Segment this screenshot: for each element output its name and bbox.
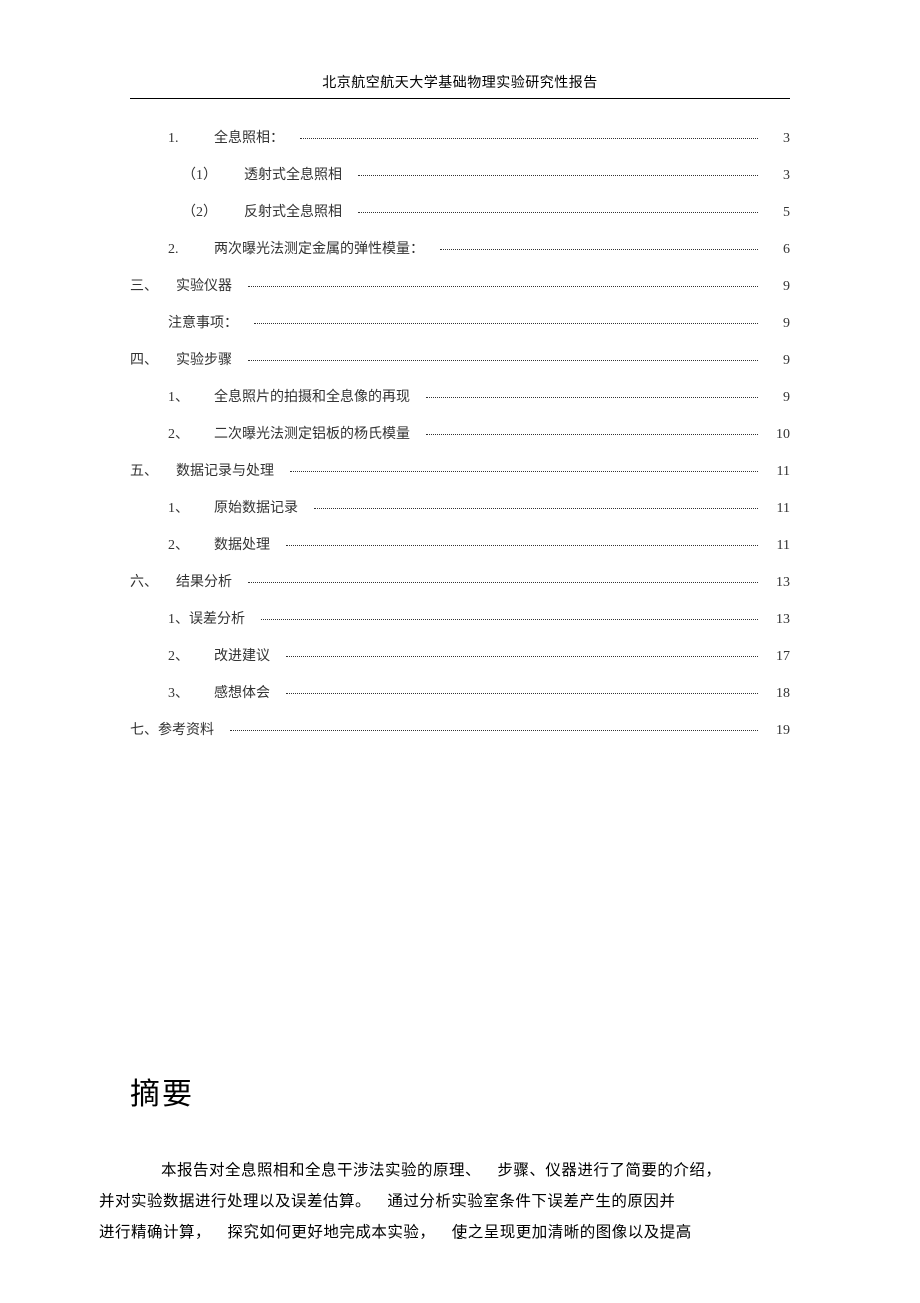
toc-marker: （1）	[182, 164, 228, 184]
abstract-text: 步骤、仪器进行了简要的介绍，	[497, 1162, 721, 1179]
toc-title: 反射式全息照相	[244, 201, 342, 221]
toc-leader	[286, 693, 758, 694]
toc-page: 9	[770, 353, 790, 369]
toc-entry: 1. 全息照相： 3	[130, 127, 790, 147]
abstract-heading: 摘要	[130, 1069, 790, 1113]
toc-page: 10	[770, 427, 790, 443]
toc-leader	[426, 397, 758, 398]
toc-page: 19	[770, 723, 790, 739]
toc-entry: 1、误差分析 13	[130, 608, 790, 628]
toc-entry: 2、二次曝光法测定铝板的杨氏模量 10	[130, 423, 790, 443]
toc-page: 9	[770, 316, 790, 332]
toc-leader	[248, 360, 758, 361]
toc-leader	[358, 212, 758, 213]
toc-title: 全息照相：	[214, 127, 284, 147]
toc-marker: 3、	[168, 682, 198, 702]
toc-title: 原始数据记录	[214, 497, 298, 517]
toc-entry: 三、实验仪器 9	[130, 275, 790, 295]
toc-page: 3	[770, 131, 790, 147]
toc-page: 3	[770, 168, 790, 184]
toc-marker: 2、	[168, 534, 198, 554]
toc-title: 实验步骤	[176, 349, 232, 369]
toc-marker: 四、	[130, 349, 160, 369]
toc-leader	[440, 249, 758, 250]
toc-marker: 2.	[168, 242, 198, 258]
toc-page: 13	[770, 612, 790, 628]
toc-leader	[230, 730, 758, 731]
toc-leader	[248, 286, 758, 287]
toc-page: 11	[770, 464, 790, 480]
toc-leader	[261, 619, 758, 620]
toc-marker: 2、	[168, 423, 198, 443]
toc-title: 实验仪器	[176, 275, 232, 295]
toc-title: 数据记录与处理	[176, 460, 274, 480]
toc-page: 17	[770, 649, 790, 665]
toc-leader	[290, 471, 758, 472]
toc-leader	[300, 138, 758, 139]
toc-leader	[286, 545, 758, 546]
toc-entry: 六、结果分析 13	[130, 571, 790, 591]
toc-page: 11	[770, 501, 790, 517]
toc-marker: 1.	[168, 131, 198, 147]
toc-leader	[286, 656, 758, 657]
toc-title: 注意事项：	[168, 312, 238, 332]
toc-entry: 1、全息照片的拍摄和全息像的再现 9	[130, 386, 790, 406]
toc-title: 全息照片的拍摄和全息像的再现	[214, 386, 410, 406]
toc-title: 结果分析	[176, 571, 232, 591]
header-underline	[130, 98, 790, 99]
toc-title: 数据处理	[214, 534, 270, 554]
toc-entry: 2、数据处理 11	[130, 534, 790, 554]
toc-page: 11	[770, 538, 790, 554]
toc-title: 七、参考资料	[130, 719, 214, 739]
toc-entry: 1、原始数据记录 11	[130, 497, 790, 517]
toc-entry: （2） 反射式全息照相 5	[130, 201, 790, 221]
toc-entry: 注意事项： 9	[130, 312, 790, 332]
toc-title: 1、误差分析	[168, 608, 245, 628]
toc-title: 二次曝光法测定铝板的杨氏模量	[214, 423, 410, 443]
toc-entry: 3、感想体会 18	[130, 682, 790, 702]
abstract-text: 本报告对全息照相和全息干涉法实验的原理、	[161, 1162, 481, 1179]
toc-page: 18	[770, 686, 790, 702]
page-header-title: 北京航空航天大学基础物理实验研究性报告	[130, 72, 790, 92]
toc-entry: 2. 两次曝光法测定金属的弹性模量： 6	[130, 238, 790, 258]
toc-leader	[426, 434, 758, 435]
toc-entry: 七、参考资料 19	[130, 719, 790, 739]
toc-marker: 三、	[130, 275, 160, 295]
toc-title: 两次曝光法测定金属的弹性模量：	[214, 238, 424, 258]
toc-entry: 四、实验步骤 9	[130, 349, 790, 369]
toc-title: 感想体会	[214, 682, 270, 702]
toc-entry: （1） 透射式全息照相 3	[130, 164, 790, 184]
toc-entry: 五、数据记录与处理 11	[130, 460, 790, 480]
toc-title: 改进建议	[214, 645, 270, 665]
abstract-text: 并对实验数据进行处理以及误差估算。	[99, 1193, 371, 1210]
table-of-contents: 1. 全息照相： 3 （1） 透射式全息照相 3 （2） 反射式全息照相 5 2. 两次曝光法测定金…	[130, 127, 790, 739]
toc-page: 13	[770, 575, 790, 591]
toc-entry: 2、改进建议 17	[130, 645, 790, 665]
page-number: 2	[0, 1228, 920, 1243]
toc-marker: 六、	[130, 571, 160, 591]
toc-leader	[358, 175, 758, 176]
page-container: 北京航空航天大学基础物理实验研究性报告 1.全息照相：3（1）透射式全息照相3（…	[0, 0, 920, 1248]
toc-marker: 2、	[168, 645, 198, 665]
toc-marker: 1、	[168, 386, 198, 406]
toc-page: 9	[770, 279, 790, 295]
toc-page: 5	[770, 205, 790, 221]
toc-leader	[314, 508, 758, 509]
abstract-text: 通过分析实验室条件下误差产生的原因并	[387, 1193, 675, 1210]
toc-marker: （2）	[182, 201, 228, 221]
toc-page: 6	[770, 242, 790, 258]
toc-title: 透射式全息照相	[244, 164, 342, 184]
toc-leader	[248, 582, 758, 583]
toc-marker: 五、	[130, 460, 160, 480]
toc-leader	[254, 323, 758, 324]
toc-page: 9	[770, 390, 790, 406]
toc-marker: 1、	[168, 497, 198, 517]
abstract-section: 摘要 本报告对全息照相和全息干涉法实验的原理、 步骤、仪器进行了简要的介绍， 并…	[130, 1069, 790, 1248]
